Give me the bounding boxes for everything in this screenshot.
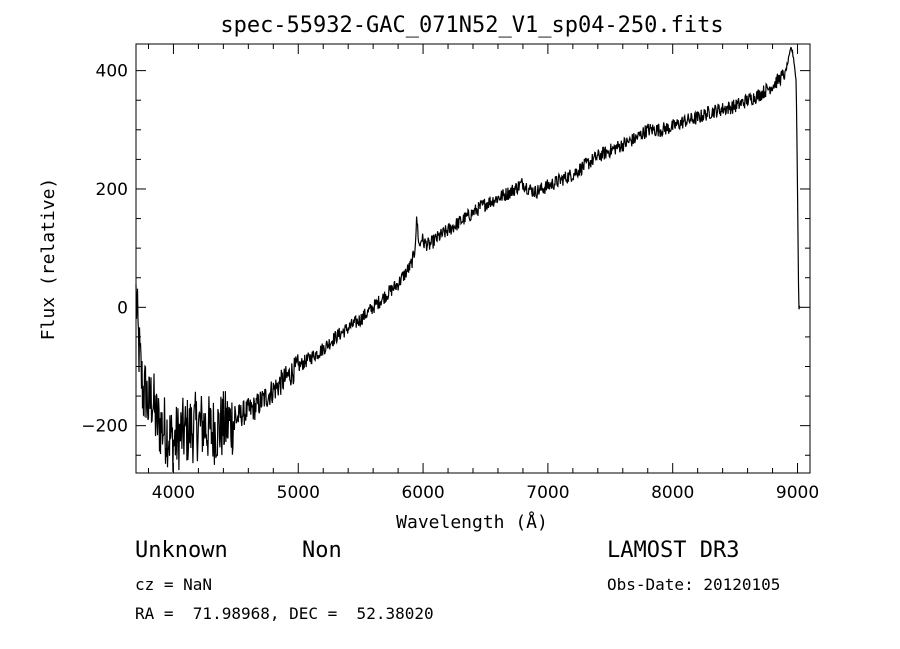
x-tick-label: 8000 (651, 483, 694, 503)
object-subclass: Non (302, 538, 342, 563)
survey-name: LAMOST DR3 (607, 538, 740, 563)
y-tick-label: −200 (81, 417, 128, 437)
x-axis-label: Wavelength (Å) (396, 511, 548, 533)
spectrum-line (135, 47, 801, 472)
x-tick-label: 6000 (401, 483, 444, 503)
x-tick-label: 9000 (776, 483, 819, 503)
y-tick-label: 0 (117, 298, 128, 318)
coordinates: RA = 71.98968, DEC = 52.38020 (135, 604, 434, 623)
redshift-cz: cz = NaN (135, 575, 213, 594)
obs-date: Obs-Date: 20120105 (607, 575, 781, 594)
x-tick-label: 4000 (152, 483, 195, 503)
y-axis-label: Flux (relative) (38, 178, 59, 341)
x-tick-label: 7000 (526, 483, 569, 503)
chart-title: spec-55932-GAC_071N52_V1_sp04-250.fits (220, 13, 723, 38)
y-tick-label: 400 (96, 62, 128, 82)
object-class: Unknown (135, 538, 228, 563)
y-tick-label: 200 (96, 180, 128, 200)
x-tick-label: 5000 (277, 483, 320, 503)
